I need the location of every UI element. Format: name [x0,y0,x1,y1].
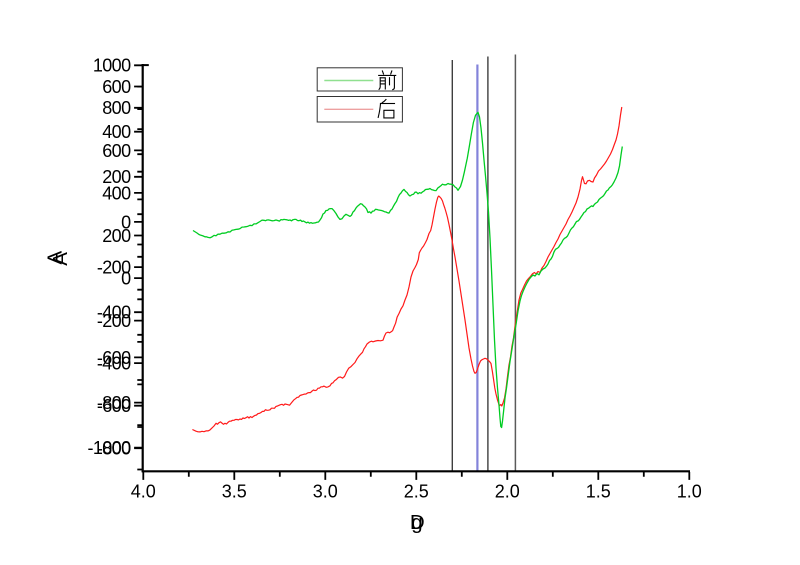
svg-text:g: g [411,511,422,534]
svg-text:-800: -800 [97,439,131,459]
svg-text:3.0: 3.0 [313,482,338,502]
svg-text:600: 600 [102,77,131,97]
svg-text:1.0: 1.0 [677,482,702,502]
svg-text:A: A [43,251,66,265]
svg-text:4.0: 4.0 [131,482,156,502]
svg-text:-200: -200 [97,258,131,278]
svg-text:A: A [49,252,72,266]
svg-text:200: 200 [102,226,131,246]
svg-text:2.5: 2.5 [404,482,429,502]
svg-text:D: D [410,511,425,534]
svg-text:-600: -600 [97,348,131,368]
svg-text:1000: 1000 [93,56,131,76]
svg-text:0: 0 [121,212,131,232]
svg-text:200: 200 [102,167,131,187]
svg-text:-1000: -1000 [87,438,131,458]
svg-text:-800: -800 [97,393,131,413]
svg-text:-200: -200 [97,311,131,331]
svg-text:1.5: 1.5 [586,482,611,502]
svg-text:-400: -400 [97,354,131,374]
svg-text:400: 400 [102,183,131,203]
svg-text:800: 800 [102,98,131,118]
svg-text:400: 400 [102,122,131,142]
svg-text:-400: -400 [97,303,131,323]
svg-text:3.5: 3.5 [222,482,247,502]
svg-text:0: 0 [121,268,131,288]
svg-text:-600: -600 [97,396,131,416]
svg-text:2.0: 2.0 [495,482,520,502]
svg-text:600: 600 [102,141,131,161]
